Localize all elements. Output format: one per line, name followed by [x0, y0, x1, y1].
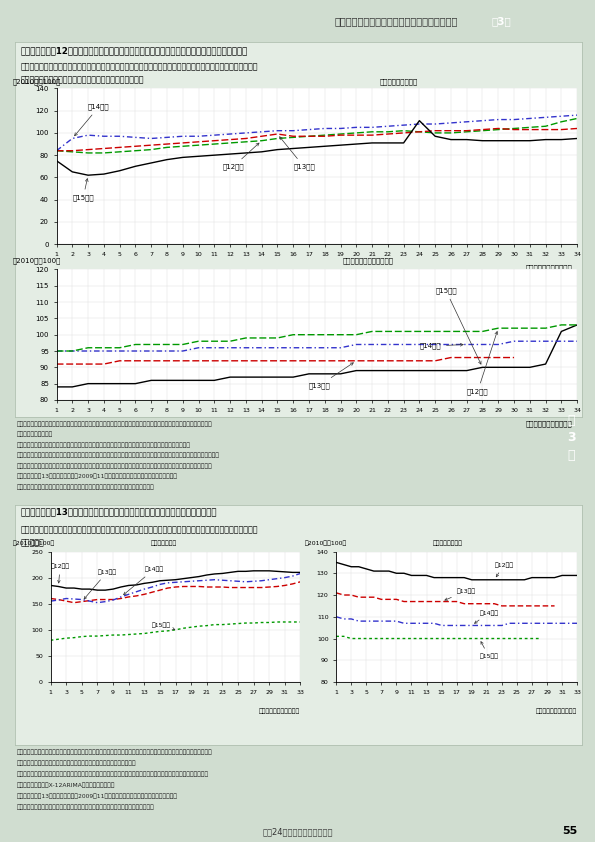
Text: 節: 節 [568, 449, 575, 461]
Text: 室にて作成: 室にて作成 [17, 431, 53, 437]
Text: 資料出所　厚生労働省「毎月勤労統計調査」、「職業安定業務統計」をもとに厚生労働省労働政策担当参事官室にて作成: 資料出所 厚生労働省「毎月勤労統計調査」、「職業安定業務統計」をもとに厚生労働省… [17, 749, 212, 755]
Text: 第13循環: 第13循環 [280, 136, 315, 170]
Text: ４）第13循環については、2009年11月が谷であるため、以後は掲載していない。: ４）第13循環については、2009年11月が谷であるため、以後は掲載していない。 [17, 473, 178, 479]
Text: 第15循環: 第15循環 [73, 179, 94, 201]
Text: ３）消費者物価指数（持家の帰属家賃を除く総合）については厚生労働省労働政策担当参事官室にて季節調整。: ３）消費者物価指数（持家の帰属家賃を除く総合）については厚生労働省労働政策担当参… [17, 463, 212, 469]
Text: （注）　１）常用雇用指数は事業所規模５人以上（季節調整値）の数値。: （注） １）常用雇用指数は事業所規模５人以上（季節調整値）の数値。 [17, 760, 136, 766]
Text: 第13循環: 第13循環 [84, 569, 117, 599]
Text: （景気の谷からの月数）: （景気の谷からの月数） [525, 421, 572, 428]
Text: 第14循環: 第14循環 [74, 104, 109, 136]
Text: 第3節: 第3節 [491, 16, 511, 26]
Text: 一方、きまって支給する給与は引き続き増加傾向にある。: 一方、きまって支給する給与は引き続き増加傾向にある。 [21, 75, 145, 84]
Text: （所定外労働時間）: （所定外労働時間） [380, 78, 418, 85]
Text: （景気の谷からの月数）: （景気の谷からの月数） [536, 708, 577, 714]
Text: 第１－（３）－12図　所定外労働時間、きまって支給する給与の景気回復期との比較（製造業）: 第１－（３）－12図 所定外労働時間、きまって支給する給与の景気回復期との比較（… [21, 46, 248, 55]
Text: 第12循環: 第12循環 [51, 563, 70, 583]
Text: 第14循環: 第14循環 [475, 610, 499, 623]
Text: 第15循環: 第15循環 [152, 622, 175, 630]
Text: （注）　１）所定外労働時間、きまって支給する給与はともに事業所規模５人以上（季節調整値）の数値。: （注） １）所定外労働時間、きまって支給する給与はともに事業所規模５人以上（季節… [17, 442, 190, 448]
Text: 55: 55 [562, 827, 577, 836]
Text: 第１－（３）－13図　新規求人数、常用雇用指数の景気回復期との比較（製造業）: 第１－（３）－13図 新規求人数、常用雇用指数の景気回復期との比較（製造業） [21, 508, 217, 516]
Text: ていない。: ていない。 [21, 539, 45, 547]
Text: （新規求人数）: （新規求人数） [151, 541, 177, 546]
Text: 第12循環: 第12循環 [494, 562, 513, 577]
Text: ５）各景気循環における起点の月（景気の谷）は付１－（３）－３表参照。: ５）各景気循環における起点の月（景気の谷）は付１－（３）－３表参照。 [17, 484, 155, 490]
Text: 第12循環: 第12循環 [466, 332, 497, 395]
Text: 資料出所　厚生労働省「毎月勤労統計調査」、総務省統計局「消費者物価指数」をもとに厚生労働省労働政策担当参事官: 資料出所 厚生労働省「毎月勤労統計調査」、総務省統計局「消費者物価指数」をもとに… [17, 421, 212, 427]
Text: 室にてX-12ARIMAを用いて季節調整。: 室にてX-12ARIMAを用いて季節調整。 [17, 782, 115, 788]
Text: 第15循環: 第15循環 [435, 287, 481, 364]
Text: ２）数値は季節調整値。ただし産業別の新規求人数は表章されていないため、厚生労働省労働政策担当参事官: ２）数値は季節調整値。ただし産業別の新規求人数は表章されていないため、厚生労働省… [17, 771, 209, 777]
Text: ２）きまって支給する給与は消費者物価指数（持家の帰属家賃を除く総合）により除することで実質化をしている。: ２）きまって支給する給与は消費者物価指数（持家の帰属家賃を除く総合）により除する… [17, 453, 220, 458]
Text: （景気の谷からの月数）: （景気の谷からの月数） [259, 708, 300, 714]
Text: （景気の谷からの月数）: （景気の谷からの月数） [525, 264, 572, 271]
Text: 製造業において所定外労働時間は今回の景気回復過程において横ばいで推移し、生産水準の調整がうかがえる。: 製造業において所定外労働時間は今回の景気回復過程において横ばいで推移し、生産水準… [21, 62, 258, 72]
Text: 円高の進行と海外経済が国内雇用に与える影響: 円高の進行と海外経済が国内雇用に与える影響 [335, 16, 458, 26]
Text: ３）第13循環においては、2009年11月が谷であるため、以後は掲載していない。: ３）第13循環においては、2009年11月が谷であるため、以後は掲載していない。 [17, 793, 178, 799]
Text: 第14循環: 第14循環 [419, 343, 463, 349]
Text: （常用雇用指数）: （常用雇用指数） [433, 541, 462, 546]
Text: （2010年＝100）: （2010年＝100） [12, 258, 61, 264]
Text: 第13循環: 第13循環 [445, 589, 476, 600]
Text: 製造業における新規求人数は今回の景気回復期において回復傾向が継続している。また常用雇用指数は減少し: 製造業における新規求人数は今回の景気回復期において回復傾向が継続している。また常… [21, 525, 258, 535]
Text: （きまって支給する給与）: （きまって支給する給与） [343, 258, 394, 264]
Text: ４）各景気循環における起点の月（景気の谷）は付１－（３）－３表参照。: ４）各景気循環における起点の月（景気の谷）は付１－（３）－３表参照。 [17, 804, 155, 810]
Text: 平成24年版　労働経済の分析: 平成24年版 労働経済の分析 [262, 827, 333, 836]
Text: 第13循環: 第13循環 [309, 363, 353, 388]
Text: 第14循環: 第14循環 [124, 567, 164, 594]
Text: （2010年＝100）: （2010年＝100） [13, 541, 55, 546]
Text: （2010年＝100）: （2010年＝100） [305, 541, 347, 546]
Text: （2010年＝100）: （2010年＝100） [12, 78, 61, 85]
Text: 第: 第 [568, 414, 575, 427]
Text: 第15循環: 第15循環 [479, 642, 498, 659]
Text: 3: 3 [567, 431, 575, 445]
Text: 第12循環: 第12循環 [222, 143, 259, 170]
